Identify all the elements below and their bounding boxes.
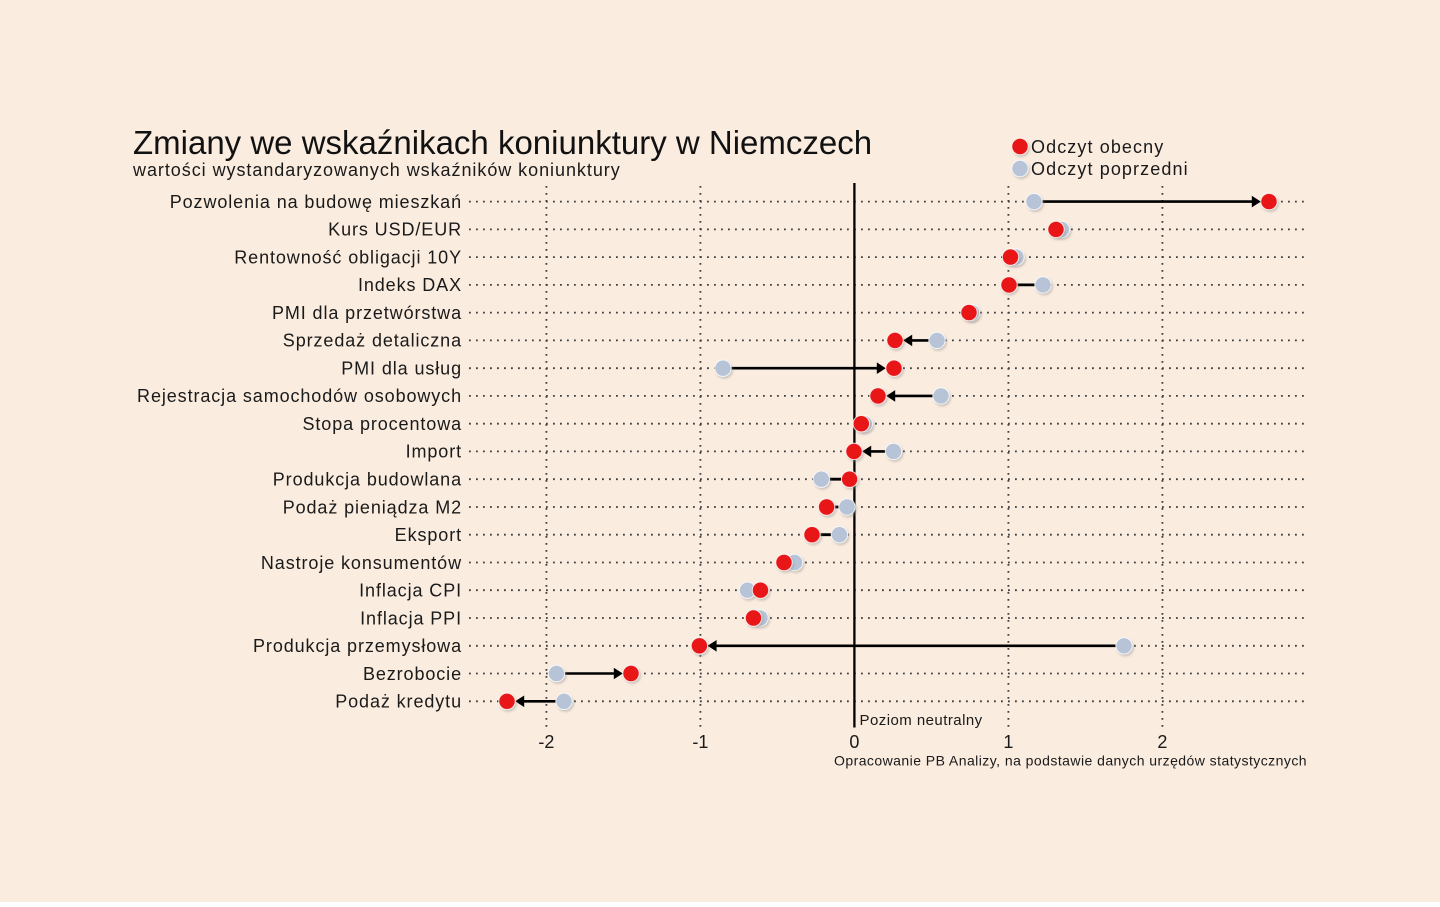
svg-text:Rejestracja samochodów osobowy: Rejestracja samochodów osobowych [137, 386, 462, 406]
svg-text:Opracowanie PB Analizy, na pod: Opracowanie PB Analizy, na podstawie dan… [834, 753, 1307, 769]
svg-text:Podaż kredytu: Podaż kredytu [335, 692, 462, 712]
svg-text:Poziom neutralny: Poziom neutralny [860, 712, 983, 729]
svg-text:Produkcja budowlana: Produkcja budowlana [273, 470, 462, 490]
svg-text:Inflacja PPI: Inflacja PPI [360, 608, 462, 628]
svg-text:Bezrobocie: Bezrobocie [363, 664, 462, 684]
svg-text:Odczyt obecny: Odczyt obecny [1031, 137, 1164, 157]
svg-text:Kurs USD/EUR: Kurs USD/EUR [328, 220, 462, 240]
svg-text:Nastroje konsumentów: Nastroje konsumentów [261, 553, 462, 573]
svg-text:Pozwolenia na budowę mieszkań: Pozwolenia na budowę mieszkań [170, 192, 462, 212]
svg-text:0: 0 [849, 732, 859, 752]
svg-text:2: 2 [1157, 732, 1167, 752]
svg-text:Stopa procentowa: Stopa procentowa [303, 414, 463, 434]
svg-text:Rentowność obligacji 10Y: Rentowność obligacji 10Y [234, 247, 462, 267]
svg-text:PMI dla usług: PMI dla usług [341, 359, 462, 379]
svg-text:Zmiany we wskaźnikach koniunkt: Zmiany we wskaźnikach koniunktury w Niem… [133, 124, 872, 161]
svg-text:Inflacja CPI: Inflacja CPI [359, 581, 462, 601]
svg-text:-1: -1 [692, 732, 708, 752]
svg-text:Indeks DAX: Indeks DAX [358, 275, 462, 295]
svg-text:Produkcja przemysłowa: Produkcja przemysłowa [253, 636, 462, 656]
svg-text:Eksport: Eksport [395, 525, 462, 545]
svg-text:1: 1 [1003, 732, 1013, 752]
svg-text:Import: Import [406, 442, 462, 462]
svg-text:-2: -2 [538, 732, 554, 752]
svg-text:Odczyt poprzedni: Odczyt poprzedni [1031, 159, 1189, 179]
svg-text:wartości wystandaryzowanych ws: wartości wystandaryzowanych wskaźników k… [132, 160, 621, 180]
svg-text:Sprzedaż detaliczna: Sprzedaż detaliczna [283, 331, 462, 351]
svg-text:Podaż pieniądza M2: Podaż pieniądza M2 [283, 497, 462, 517]
svg-text:PMI dla przetwórstwa: PMI dla przetwórstwa [272, 303, 462, 323]
